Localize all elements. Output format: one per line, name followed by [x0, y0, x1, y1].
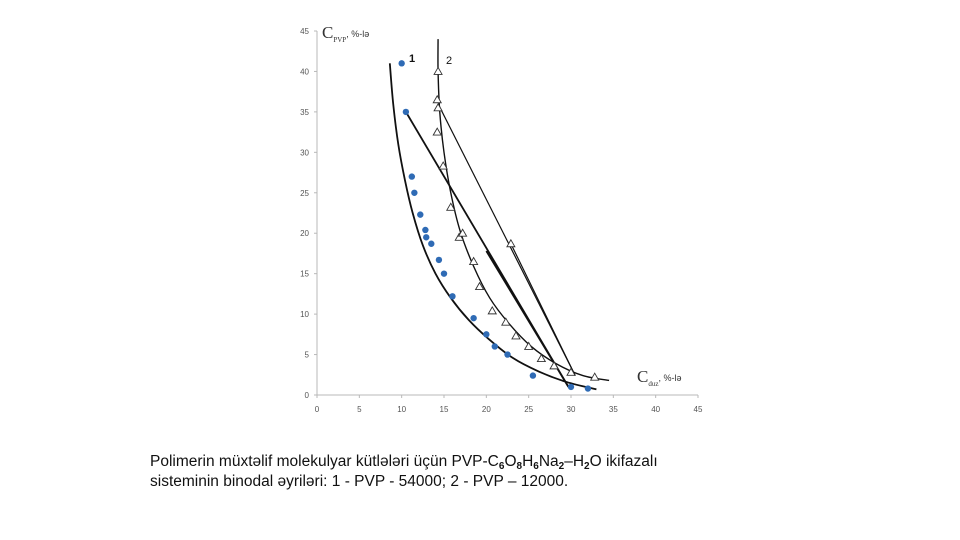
data-point-series-2 — [468, 256, 479, 265]
data-point-series-1 — [504, 351, 511, 358]
binodal-curve-2 — [437, 39, 610, 382]
binodal-curves — [388, 39, 610, 391]
data-point-series-1 — [440, 270, 448, 277]
ylabel-sub: PVP — [333, 36, 346, 44]
x-tick-label: 35 — [609, 405, 618, 414]
xlabel-unit: , %-lə — [658, 373, 681, 383]
x-tick-label: 15 — [440, 405, 449, 414]
caption-subscript: 8 — [516, 461, 523, 472]
data-point-series-2 — [536, 353, 547, 363]
y-tick-label: 15 — [300, 270, 309, 279]
data-point-series-2 — [566, 367, 576, 376]
data-point-series-2 — [474, 281, 485, 291]
data-markers — [398, 60, 600, 392]
tie-lines — [405, 103, 576, 388]
axes — [316, 31, 698, 396]
data-point-series-2 — [501, 317, 511, 326]
data-point-series-2 — [506, 238, 516, 248]
data-point-series-2 — [454, 232, 465, 241]
data-point-series-2 — [457, 228, 468, 237]
y-tick-label: 0 — [305, 391, 310, 400]
caption-subscript: 6 — [533, 461, 539, 472]
caption-text: Polimerin müxtəlif molekulyar kütlələri … — [150, 453, 499, 470]
data-point-series-1 — [584, 385, 592, 392]
data-point-series-1 — [470, 314, 477, 322]
data-point-series-1 — [449, 293, 456, 300]
data-point-series-1 — [428, 240, 435, 247]
caption-text: Na — [538, 453, 559, 470]
data-point-series-1 — [417, 211, 424, 218]
caption-text: –H — [564, 453, 585, 470]
curve-2-label: 2 — [446, 55, 452, 67]
caption-text: H — [522, 453, 534, 470]
data-point-series-2 — [523, 341, 534, 350]
binodal-curve-1 — [388, 63, 597, 391]
curve-1-label: 1 — [409, 53, 415, 65]
caption-subscript: 6 — [498, 461, 505, 472]
y-tick-label: 5 — [305, 351, 310, 360]
x-tick-label: 45 — [694, 405, 703, 414]
data-point-series-2 — [549, 360, 559, 370]
xlabel-main: C — [637, 367, 648, 386]
y-tick-labels: 0 5 10 15 20 25 30 35 40 45 — [300, 27, 317, 400]
data-point-series-2 — [433, 66, 443, 75]
data-point-series-1 — [435, 256, 443, 264]
y-tick-label: 35 — [300, 108, 309, 117]
caption-subscript: 2 — [558, 461, 565, 472]
ylabel: CPVP, %-lə — [322, 23, 369, 44]
caption-subscript: 2 — [584, 461, 590, 472]
y-tick-label: 20 — [300, 229, 309, 238]
x-tick-label: 40 — [651, 405, 660, 414]
data-point-series-2 — [432, 127, 443, 136]
x-tick-labels: 0 5 10 15 20 25 30 35 40 45 — [315, 395, 703, 414]
y-tick-label: 40 — [300, 67, 309, 76]
data-point-series-1 — [483, 331, 490, 338]
x-tick-label: 5 — [357, 405, 362, 414]
data-point-series-2 — [438, 161, 448, 170]
data-point-series-1 — [491, 343, 498, 350]
data-point-series-1 — [411, 189, 418, 196]
y-tick-label: 25 — [300, 189, 309, 198]
xlabel-sub: duz — [648, 380, 658, 388]
data-point-series-2 — [487, 305, 498, 315]
data-point-series-1 — [423, 234, 430, 241]
caption-text: O ikifazalı — [589, 453, 658, 470]
ylabel-main: C — [322, 23, 333, 42]
y-tick-label: 45 — [300, 27, 309, 36]
x-tick-label: 0 — [315, 405, 320, 414]
caption-line-2: sisteminin binodal əyriləri: 1 - PVP - 5… — [150, 473, 569, 490]
ylabel-unit: , %-lə — [346, 29, 369, 39]
data-point-series-1 — [422, 226, 429, 234]
tie-line-2 — [437, 103, 576, 376]
data-point-series-1 — [398, 60, 405, 67]
data-point-series-2 — [511, 331, 521, 340]
y-tick-label: 10 — [300, 310, 309, 319]
data-point-series-1 — [529, 372, 537, 379]
data-point-series-2 — [433, 102, 443, 112]
xlabel: Cduz, %-lə — [637, 367, 681, 388]
data-point-series-1 — [408, 173, 416, 180]
data-point-series-1 — [567, 383, 575, 391]
data-point-series-2 — [445, 202, 456, 211]
data-point-series-2 — [589, 372, 600, 381]
figure-caption: Polimerin müxtəlif molekulyar kütlələri … — [150, 452, 910, 492]
tie-line-2 — [510, 243, 576, 376]
x-tick-label: 30 — [567, 405, 576, 414]
data-point-series-1 — [402, 108, 410, 116]
x-tick-label: 25 — [524, 405, 533, 414]
y-tick-label: 30 — [300, 148, 309, 157]
caption-line-1: Polimerin müxtəlif molekulyar kütlələri … — [150, 452, 910, 472]
data-point-series-2 — [432, 94, 443, 104]
x-tick-label: 20 — [482, 405, 491, 414]
x-tick-label: 10 — [397, 405, 406, 414]
caption-text: O — [504, 453, 517, 470]
